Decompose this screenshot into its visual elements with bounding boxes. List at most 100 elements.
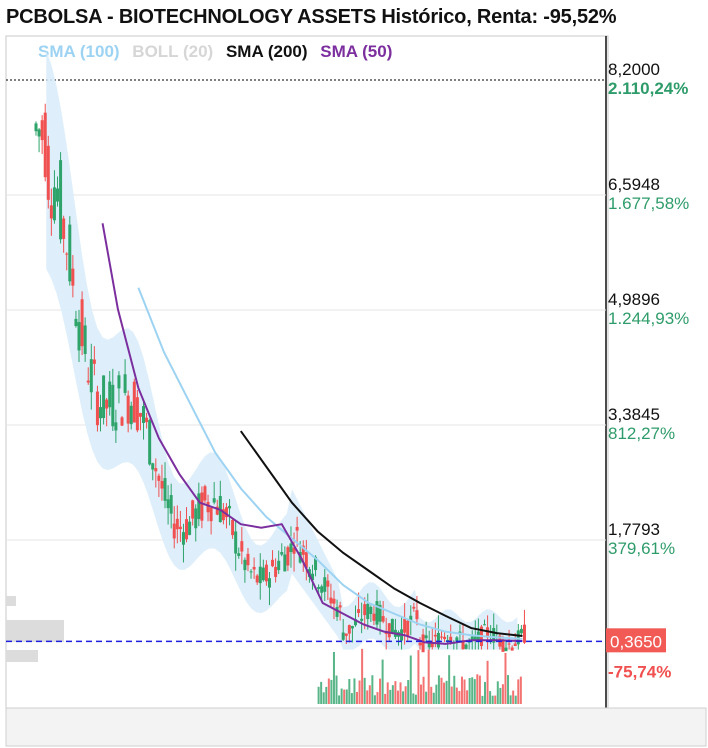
- candle-body: [421, 634, 425, 653]
- candle-body: [249, 571, 253, 573]
- legend-item-boll20[interactable]: BOLL (20): [132, 42, 214, 61]
- volume-bar: [460, 676, 463, 704]
- candle-body: [430, 642, 434, 648]
- candle-body: [267, 578, 271, 588]
- candle-body: [381, 616, 385, 622]
- volume-bar: [350, 693, 353, 704]
- candle-body: [120, 417, 124, 426]
- bottom-strip: [5, 707, 707, 747]
- candle-body: [522, 624, 526, 643]
- volume-bar: [381, 659, 384, 704]
- candle-body: [264, 564, 268, 582]
- candle-body: [212, 498, 216, 503]
- candle-body: [516, 630, 520, 645]
- candle-body: [467, 641, 471, 643]
- candle-body: [274, 566, 278, 577]
- candle-body: [271, 559, 275, 567]
- candle-body: [89, 359, 93, 393]
- volume-bar: [412, 693, 415, 704]
- candle-body: [338, 605, 342, 608]
- candle-body: [132, 381, 136, 423]
- volume-bar: [325, 686, 328, 704]
- candle-body: [283, 554, 287, 572]
- candle-body: [406, 620, 410, 636]
- candle-body: [138, 412, 142, 417]
- candle-body: [234, 531, 238, 554]
- volume-bar: [484, 682, 486, 704]
- tick-label-price: 3,3845: [608, 405, 660, 424]
- tick-label-percent: 812,27%: [608, 424, 675, 443]
- candle-body: [49, 205, 53, 219]
- series-line: [239, 430, 523, 637]
- candle-body: [492, 628, 496, 643]
- volume-bar: [437, 675, 440, 704]
- legend-item-sma50[interactable]: SMA (50): [320, 42, 393, 61]
- volume-bar: [414, 694, 417, 704]
- volume-bar: [404, 686, 407, 704]
- candle-body: [80, 299, 84, 347]
- candle-body: [403, 618, 407, 633]
- volume-bar: [394, 681, 397, 704]
- candle-body: [486, 627, 490, 638]
- candle-body: [178, 526, 182, 530]
- tick-label-percent: 1.677,58%: [608, 194, 689, 213]
- current-price-label: 0,3650: [610, 632, 662, 651]
- candle-body: [157, 475, 161, 481]
- volume-bar: [509, 695, 512, 704]
- candle-body: [335, 607, 339, 617]
- candle-body: [461, 640, 465, 650]
- volume-bar: [322, 692, 325, 704]
- candle-body: [369, 606, 373, 614]
- candle-body: [108, 381, 112, 408]
- volume-bar: [496, 681, 499, 704]
- volume-bar: [486, 660, 489, 704]
- volume-bar: [320, 681, 323, 704]
- volume-bar: [473, 679, 476, 704]
- volume-bar: [458, 690, 461, 704]
- tick-label-price: 1,7793: [608, 520, 660, 539]
- candle-body: [105, 399, 109, 409]
- volume-bar: [468, 677, 471, 704]
- volume-bar: [501, 684, 504, 704]
- candle-body: [68, 224, 72, 282]
- candle-body: [412, 606, 416, 609]
- volume-bar: [494, 695, 497, 704]
- candle-body: [360, 618, 364, 621]
- tick-label-percent: 1.244,93%: [608, 309, 689, 328]
- candle-body: [341, 632, 345, 640]
- legend-item-sma200[interactable]: SMA (200): [225, 42, 308, 61]
- candle-body: [123, 374, 127, 393]
- candle-body: [357, 609, 361, 613]
- candle-body: [135, 397, 139, 431]
- candle-body: [289, 543, 293, 553]
- legend-item-sma100[interactable]: SMA (100): [38, 42, 120, 61]
- candle-body: [86, 380, 90, 383]
- candle-body: [111, 384, 115, 427]
- volume-bar: [425, 691, 428, 704]
- candle-body: [114, 422, 118, 431]
- bollinger-band-area: [46, 50, 518, 650]
- candle-body: [166, 499, 170, 509]
- volume-bar: [361, 648, 364, 704]
- candle-body: [375, 601, 379, 625]
- candle-body: [209, 507, 213, 522]
- candle-body: [378, 604, 382, 622]
- candle-body: [292, 547, 296, 554]
- candle-body: [77, 322, 81, 351]
- candle-body: [320, 586, 324, 593]
- candle-body: [470, 636, 474, 640]
- volume-bar: [384, 693, 387, 704]
- candle-body: [363, 604, 367, 616]
- current-price-marker: 0,3650 -75,74%: [6, 628, 671, 681]
- candle-body: [172, 523, 176, 539]
- volume-bar: [389, 689, 392, 704]
- volume-bar: [317, 686, 320, 704]
- candle-body: [347, 625, 351, 634]
- tick-label-price: 4,9896: [608, 290, 660, 309]
- candle-body: [74, 318, 78, 327]
- candle-body: [353, 619, 357, 626]
- candle-body: [415, 610, 419, 620]
- candle-body: [126, 395, 130, 424]
- volume-profile-bar: [6, 650, 38, 662]
- volume-bar: [417, 650, 420, 704]
